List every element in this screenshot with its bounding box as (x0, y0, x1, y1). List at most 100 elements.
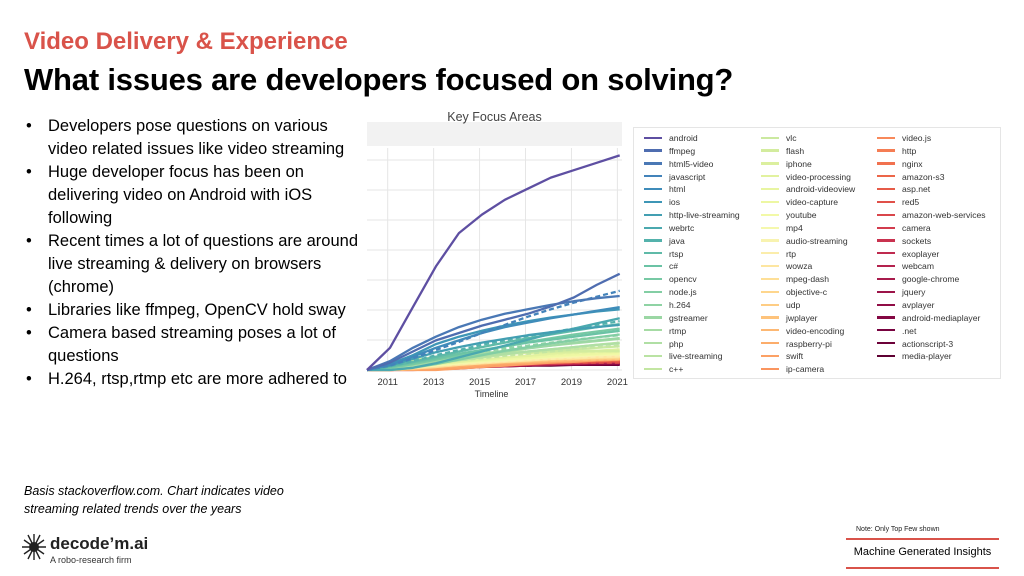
legend-label: objective-c (786, 287, 828, 298)
legend-item: video-capture (761, 196, 855, 209)
legend-swatch (761, 316, 779, 319)
legend-item: raspberry-pi (761, 338, 855, 351)
legend-item: .net (877, 325, 986, 338)
legend-label: vlc (786, 133, 797, 143)
series-line-html5-video (366, 294, 620, 372)
chart-legend: android ffmpeg html5-video javascript html io… (633, 127, 1001, 379)
legend-item: node.js (644, 286, 740, 299)
legend-item: objective-c (761, 286, 855, 299)
legend-item: sockets (877, 235, 986, 248)
basis-note: Basis stackoverflow.com. Chart indicates… (24, 484, 284, 516)
legend-swatch (761, 354, 779, 358)
legend-label: rtsp (669, 248, 684, 259)
x-tick-label: 2015 (469, 377, 490, 388)
legend-label: android-mediaplayer (902, 312, 981, 323)
legend-swatch (877, 200, 895, 204)
legend-swatch (644, 188, 662, 191)
legend-swatch (877, 252, 895, 255)
legend-swatch (761, 252, 779, 255)
divider-top (846, 538, 999, 540)
x-tick-label: 2019 (561, 377, 582, 388)
legend-label: wowza (786, 261, 813, 272)
legend-item: red5 (877, 196, 986, 209)
legend-label: html (669, 184, 686, 195)
legend-item: ip-camera (761, 363, 855, 376)
legend-swatch (644, 239, 662, 242)
legend-label: udp (786, 299, 801, 310)
divider-bottom (846, 567, 999, 569)
legend-swatch (644, 149, 662, 152)
legend-swatch (644, 200, 662, 204)
legend-item: media-player (877, 350, 986, 363)
legend-swatch (761, 226, 779, 229)
bullet-list: Developers pose questions on various vid… (22, 115, 367, 391)
legend-label: red5 (902, 197, 920, 208)
legend-item: c++ (644, 363, 740, 376)
legend-item: php (644, 338, 740, 351)
legend-item: html5-video (644, 158, 740, 171)
legend-item: webcam (877, 260, 986, 273)
legend-label: video.js (902, 133, 932, 143)
legend-swatch (877, 265, 895, 268)
legend-swatch (644, 354, 662, 358)
legend-label: sockets (902, 235, 932, 246)
x-tick-label: 2011 (377, 377, 397, 388)
legend-item: rtmp (644, 325, 740, 338)
chart-title: Key Focus Areas (447, 110, 542, 124)
legend-label: video-processing (786, 171, 851, 182)
legend-item: iphone (761, 158, 855, 171)
legend-item: mp4 (761, 222, 855, 235)
insights-badge: Machine Generated Insights (853, 546, 992, 558)
x-tick-label: 2017 (515, 377, 536, 388)
legend-swatch (644, 175, 662, 178)
legend-label: swift (786, 351, 804, 362)
legend-swatch (761, 200, 779, 204)
legend-label: http-live-streaming (669, 210, 740, 221)
legend-item: h.264 (644, 299, 740, 312)
legend-item: jquery (877, 286, 986, 299)
series-line-ffmpeg (366, 272, 621, 372)
legend-item: java (644, 235, 740, 248)
legend-item: actionscript-3 (877, 338, 986, 351)
legend-item: http (877, 145, 986, 158)
legend-item: camera (877, 222, 986, 235)
legend-swatch (761, 342, 779, 345)
legend-item: wowza (761, 260, 855, 273)
legend-swatch (761, 162, 779, 165)
legend-column: vlc flash iphone video-processing android-vi… (761, 132, 855, 376)
legend-label: android-videoview (786, 184, 856, 195)
legend-swatch (877, 136, 895, 139)
legend-item: flash (761, 145, 855, 158)
legend-label: camera (902, 222, 931, 233)
legend-swatch (877, 303, 895, 306)
legend-label: h.264 (669, 299, 691, 310)
legend-swatch (877, 316, 895, 319)
chart-title-band (367, 122, 622, 146)
bullet-item: Camera based streaming poses a lot of qu… (22, 322, 367, 368)
legend-swatch (761, 290, 779, 293)
legend-label: video-encoding (786, 325, 845, 336)
legend-item: avplayer (877, 299, 986, 312)
legend-swatch (877, 342, 895, 345)
legend-label: avplayer (902, 299, 935, 310)
legend-label: video-capture (786, 197, 839, 208)
legend-swatch (877, 213, 895, 216)
legend-label: mp4 (786, 222, 803, 233)
bullet-item: Libraries like ffmpeg, OpenCV hold sway (22, 299, 367, 322)
legend-swatch (877, 149, 895, 152)
legend-label: media-player (902, 351, 952, 362)
legend-swatch (761, 239, 779, 242)
legend-label: node.js (669, 287, 697, 298)
bullet-item: Huge developer focus has been on deliver… (22, 161, 367, 230)
logo-name: decode’m.ai (50, 534, 149, 553)
legend-label: nginx (902, 158, 923, 169)
legend-swatch (877, 290, 895, 293)
legend-swatch (877, 354, 895, 358)
legend-label: google-chrome (902, 274, 960, 285)
legend-swatch (644, 342, 662, 345)
legend-label: mpeg-dash (786, 274, 829, 285)
legend-swatch (644, 213, 662, 216)
legend-item: gstreamer (644, 312, 740, 325)
legend-item: ffmpeg (644, 145, 740, 158)
x-tick-label: 2021 (607, 377, 628, 388)
